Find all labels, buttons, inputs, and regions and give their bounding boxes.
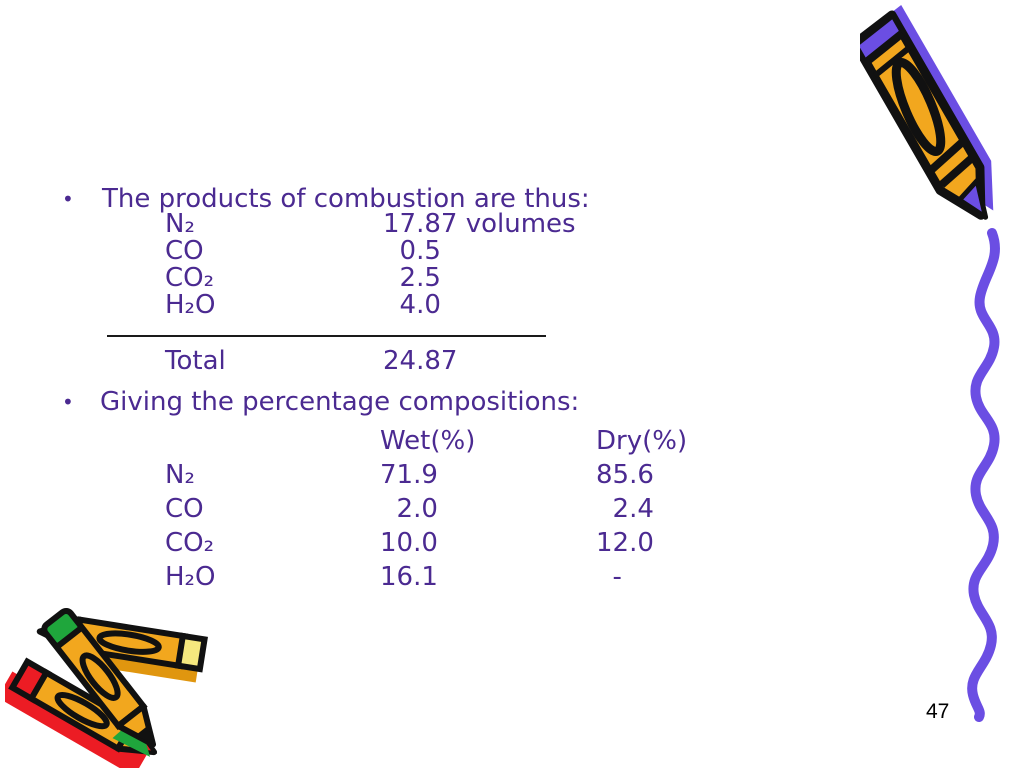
- table-row: CO 2.0 2.4: [165, 492, 687, 526]
- table-row: H₂O 4.0: [165, 292, 576, 319]
- total-label: Total: [165, 346, 226, 376]
- species-label: H₂O: [165, 290, 216, 320]
- table-row: N₂ 71.9 85.6: [165, 458, 687, 492]
- header-spacer: [165, 424, 380, 458]
- volume-value: 17.87 volumes: [383, 209, 576, 239]
- wet-column-header: Wet(%): [380, 426, 476, 456]
- dry-value: -: [596, 562, 622, 592]
- crossed-crayons-icon: [5, 607, 208, 768]
- volumes-table: N₂ 17.87 volumes CO 0.5 CO₂ 2.5 H₂O 4.0: [165, 211, 576, 319]
- total-row: Total 24.87: [165, 348, 457, 375]
- bullet-text: Giving the percentage compositions:: [100, 387, 580, 417]
- wet-value: 71.9: [380, 460, 438, 490]
- table-row: CO 0.5: [165, 238, 576, 265]
- wet-value: 10.0: [380, 528, 438, 558]
- species-label: CO: [165, 494, 204, 524]
- species-label: H₂O: [165, 562, 216, 592]
- total-divider-line: [107, 335, 546, 337]
- volume-value: 4.0: [383, 290, 441, 320]
- table-row: CO₂ 10.0 12.0: [165, 526, 687, 560]
- wet-value: 16.1: [380, 562, 438, 592]
- squiggle-line-icon: [967, 228, 1000, 722]
- bullet-item-products: • The products of combustion are thus:: [62, 185, 590, 213]
- species-label: N₂: [165, 460, 195, 490]
- dry-value: 2.4: [596, 494, 654, 524]
- species-label: CO₂: [165, 263, 215, 293]
- bullet-marker: •: [62, 390, 74, 414]
- dry-column-header: Dry(%): [596, 426, 688, 456]
- percentage-table: Wet(%) Dry(%) N₂ 71.9 85.6 CO 2.0 2.4 CO…: [165, 424, 687, 594]
- wet-value: 2.0: [380, 494, 438, 524]
- table-row: H₂O 16.1 -: [165, 560, 687, 594]
- table-row: CO₂ 2.5: [165, 265, 576, 292]
- bullet-text: The products of combustion are thus:: [102, 184, 590, 214]
- bullet-item-percentages: • Giving the percentage compositions:: [62, 388, 579, 416]
- table-row: N₂ 17.87 volumes: [165, 211, 576, 238]
- volume-value: 0.5: [383, 236, 441, 266]
- bullet-marker: •: [62, 187, 74, 211]
- table-header-row: Wet(%) Dry(%): [165, 424, 687, 458]
- species-label: N₂: [165, 209, 195, 239]
- species-label: CO: [165, 236, 204, 266]
- dry-value: 85.6: [596, 460, 654, 490]
- page-number: 47: [926, 700, 950, 723]
- total-value: 24.87: [383, 346, 458, 376]
- pencil-icon: [860, 5, 994, 220]
- volume-value: 2.5: [383, 263, 441, 293]
- species-label: CO₂: [165, 528, 215, 558]
- dry-value: 12.0: [596, 528, 654, 558]
